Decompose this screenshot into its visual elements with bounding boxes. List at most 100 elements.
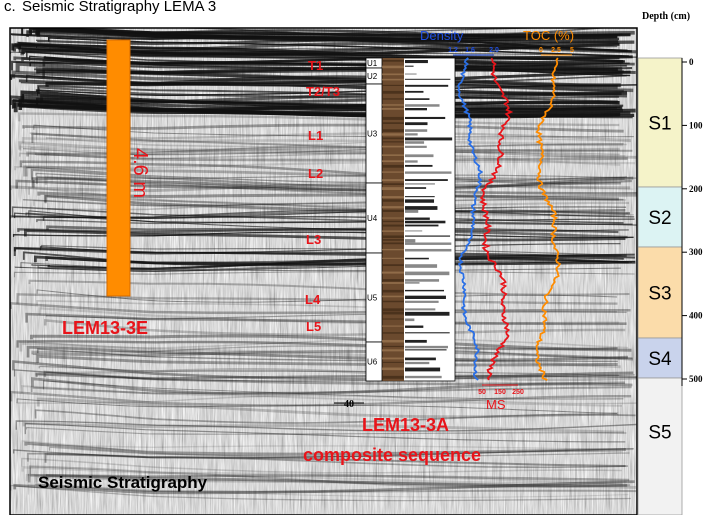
lithology-bed: [405, 154, 434, 158]
core-photo-band: [382, 78, 404, 81]
lithology-bed: [405, 164, 433, 167]
core-photo-band: [382, 122, 404, 124]
reflector-line: [27, 338, 629, 349]
reflector-line: [18, 151, 620, 160]
core-photo-band: [382, 230, 404, 232]
reflector-line: [18, 112, 620, 127]
reflector-label: T1: [308, 58, 323, 73]
reflector-line: [27, 483, 629, 498]
core-photo-band: [382, 206, 404, 209]
lithology-bed: [405, 300, 439, 303]
depth-tick-label: 100: [689, 120, 703, 130]
reflector-line: [35, 373, 637, 380]
lithology-bed: [405, 242, 452, 245]
lithology-bed: [405, 345, 448, 349]
reflector-line: [16, 395, 637, 405]
reflector-line: [13, 56, 635, 67]
log-curves: 1.2 1.6 2.0 0 2.5 5 50 150 250: [448, 47, 574, 396]
core-photo-band: [382, 129, 404, 132]
lithology-bed: [405, 171, 452, 174]
reflector-label: L4: [305, 292, 321, 307]
depth-tick-label: 0: [689, 57, 694, 67]
lithology-bed: [405, 145, 427, 148]
density-tick-label: 1.6: [465, 47, 475, 54]
reflector-line: [34, 409, 636, 424]
reflector-line: [32, 443, 634, 451]
scale-label: 40: [344, 399, 354, 410]
reflector-line: [12, 99, 635, 118]
depth-tick-label: 400: [689, 311, 703, 321]
lithology-bed: [405, 129, 428, 132]
unit-label: U1: [367, 59, 378, 68]
reflector-line: [12, 448, 634, 459]
lithology-bed: [405, 230, 423, 232]
composite-site: LEM13-3A: [362, 415, 449, 435]
reflector-line: [18, 141, 620, 154]
lithology-bed: [405, 137, 453, 141]
core-photo-band: [382, 187, 404, 191]
lithology-bed: [405, 217, 430, 220]
lithology-bed: [405, 116, 446, 120]
toc-curve: [534, 57, 562, 381]
reflector-line: [31, 377, 633, 396]
core-photo-band: [382, 154, 404, 156]
lithology-bed: [405, 90, 424, 93]
core-photo-band: [382, 98, 404, 100]
reflector-line: [34, 28, 561, 39]
core-photo-band: [382, 311, 404, 315]
ms-tick-label: 50: [478, 389, 486, 396]
reflector-line: [10, 70, 631, 85]
lithology-bed: [405, 209, 419, 213]
core-photo-band: [382, 279, 404, 282]
reflector-line: [27, 473, 630, 483]
core-photo-band: [382, 209, 404, 212]
toc-tick-label: 5: [570, 47, 574, 54]
depth-tick-label: 500: [689, 374, 703, 384]
unit-label: U5: [367, 294, 378, 303]
reflector-line: [43, 319, 626, 337]
core-photo-band: [382, 108, 404, 110]
reflector-line: [14, 160, 636, 171]
lithology-bed: [405, 160, 418, 163]
core-photo-band: [382, 141, 404, 143]
core-photo-band: [382, 224, 404, 227]
reflector-line: [19, 160, 621, 185]
core-photo-band: [382, 60, 404, 62]
reflector-label: L1: [308, 128, 323, 143]
seismic-label: Seismic Stratigraphy: [38, 473, 208, 492]
core-bar: [106, 39, 131, 297]
reflector-line: [19, 341, 621, 369]
strat-label: S5: [648, 423, 671, 444]
reflector-line: [12, 360, 634, 381]
reflector-line: [36, 354, 618, 367]
lithology-bed: [405, 183, 435, 185]
lithology-bed: [405, 73, 417, 75]
core-photo-band: [382, 164, 404, 168]
core-photo-band: [382, 116, 404, 120]
core-photo-band: [382, 257, 404, 259]
core-photo-band: [382, 361, 404, 363]
reflector-line: [21, 457, 622, 474]
lithology-bed: [405, 308, 436, 311]
core-photo-band: [382, 65, 404, 69]
reflector-line: [43, 370, 625, 386]
composite-log: U1 U2 U3 U4 U5 U6: [365, 57, 456, 382]
core-length: 4.6 m: [129, 148, 151, 198]
core-photo-band: [382, 220, 404, 223]
core-photo-band: [382, 160, 404, 163]
unit-box: [365, 341, 383, 382]
reflector-line: [36, 299, 618, 313]
seismic-frame: [9, 27, 638, 515]
ms-tick-label: 250: [512, 389, 524, 396]
core-photo-band: [382, 375, 404, 379]
title-group: c. Seismic Stratigraphy LEMA 3: [4, 0, 216, 15]
seismic-profile: [10, 28, 637, 515]
depth-tick-label: 200: [689, 184, 703, 194]
reflector-line: [35, 483, 637, 493]
reflector-line: [31, 345, 633, 359]
reflector-line: [21, 440, 623, 458]
reflector-line: [35, 368, 637, 382]
lithology-bed: [405, 187, 427, 189]
reflector-line: [38, 307, 620, 325]
